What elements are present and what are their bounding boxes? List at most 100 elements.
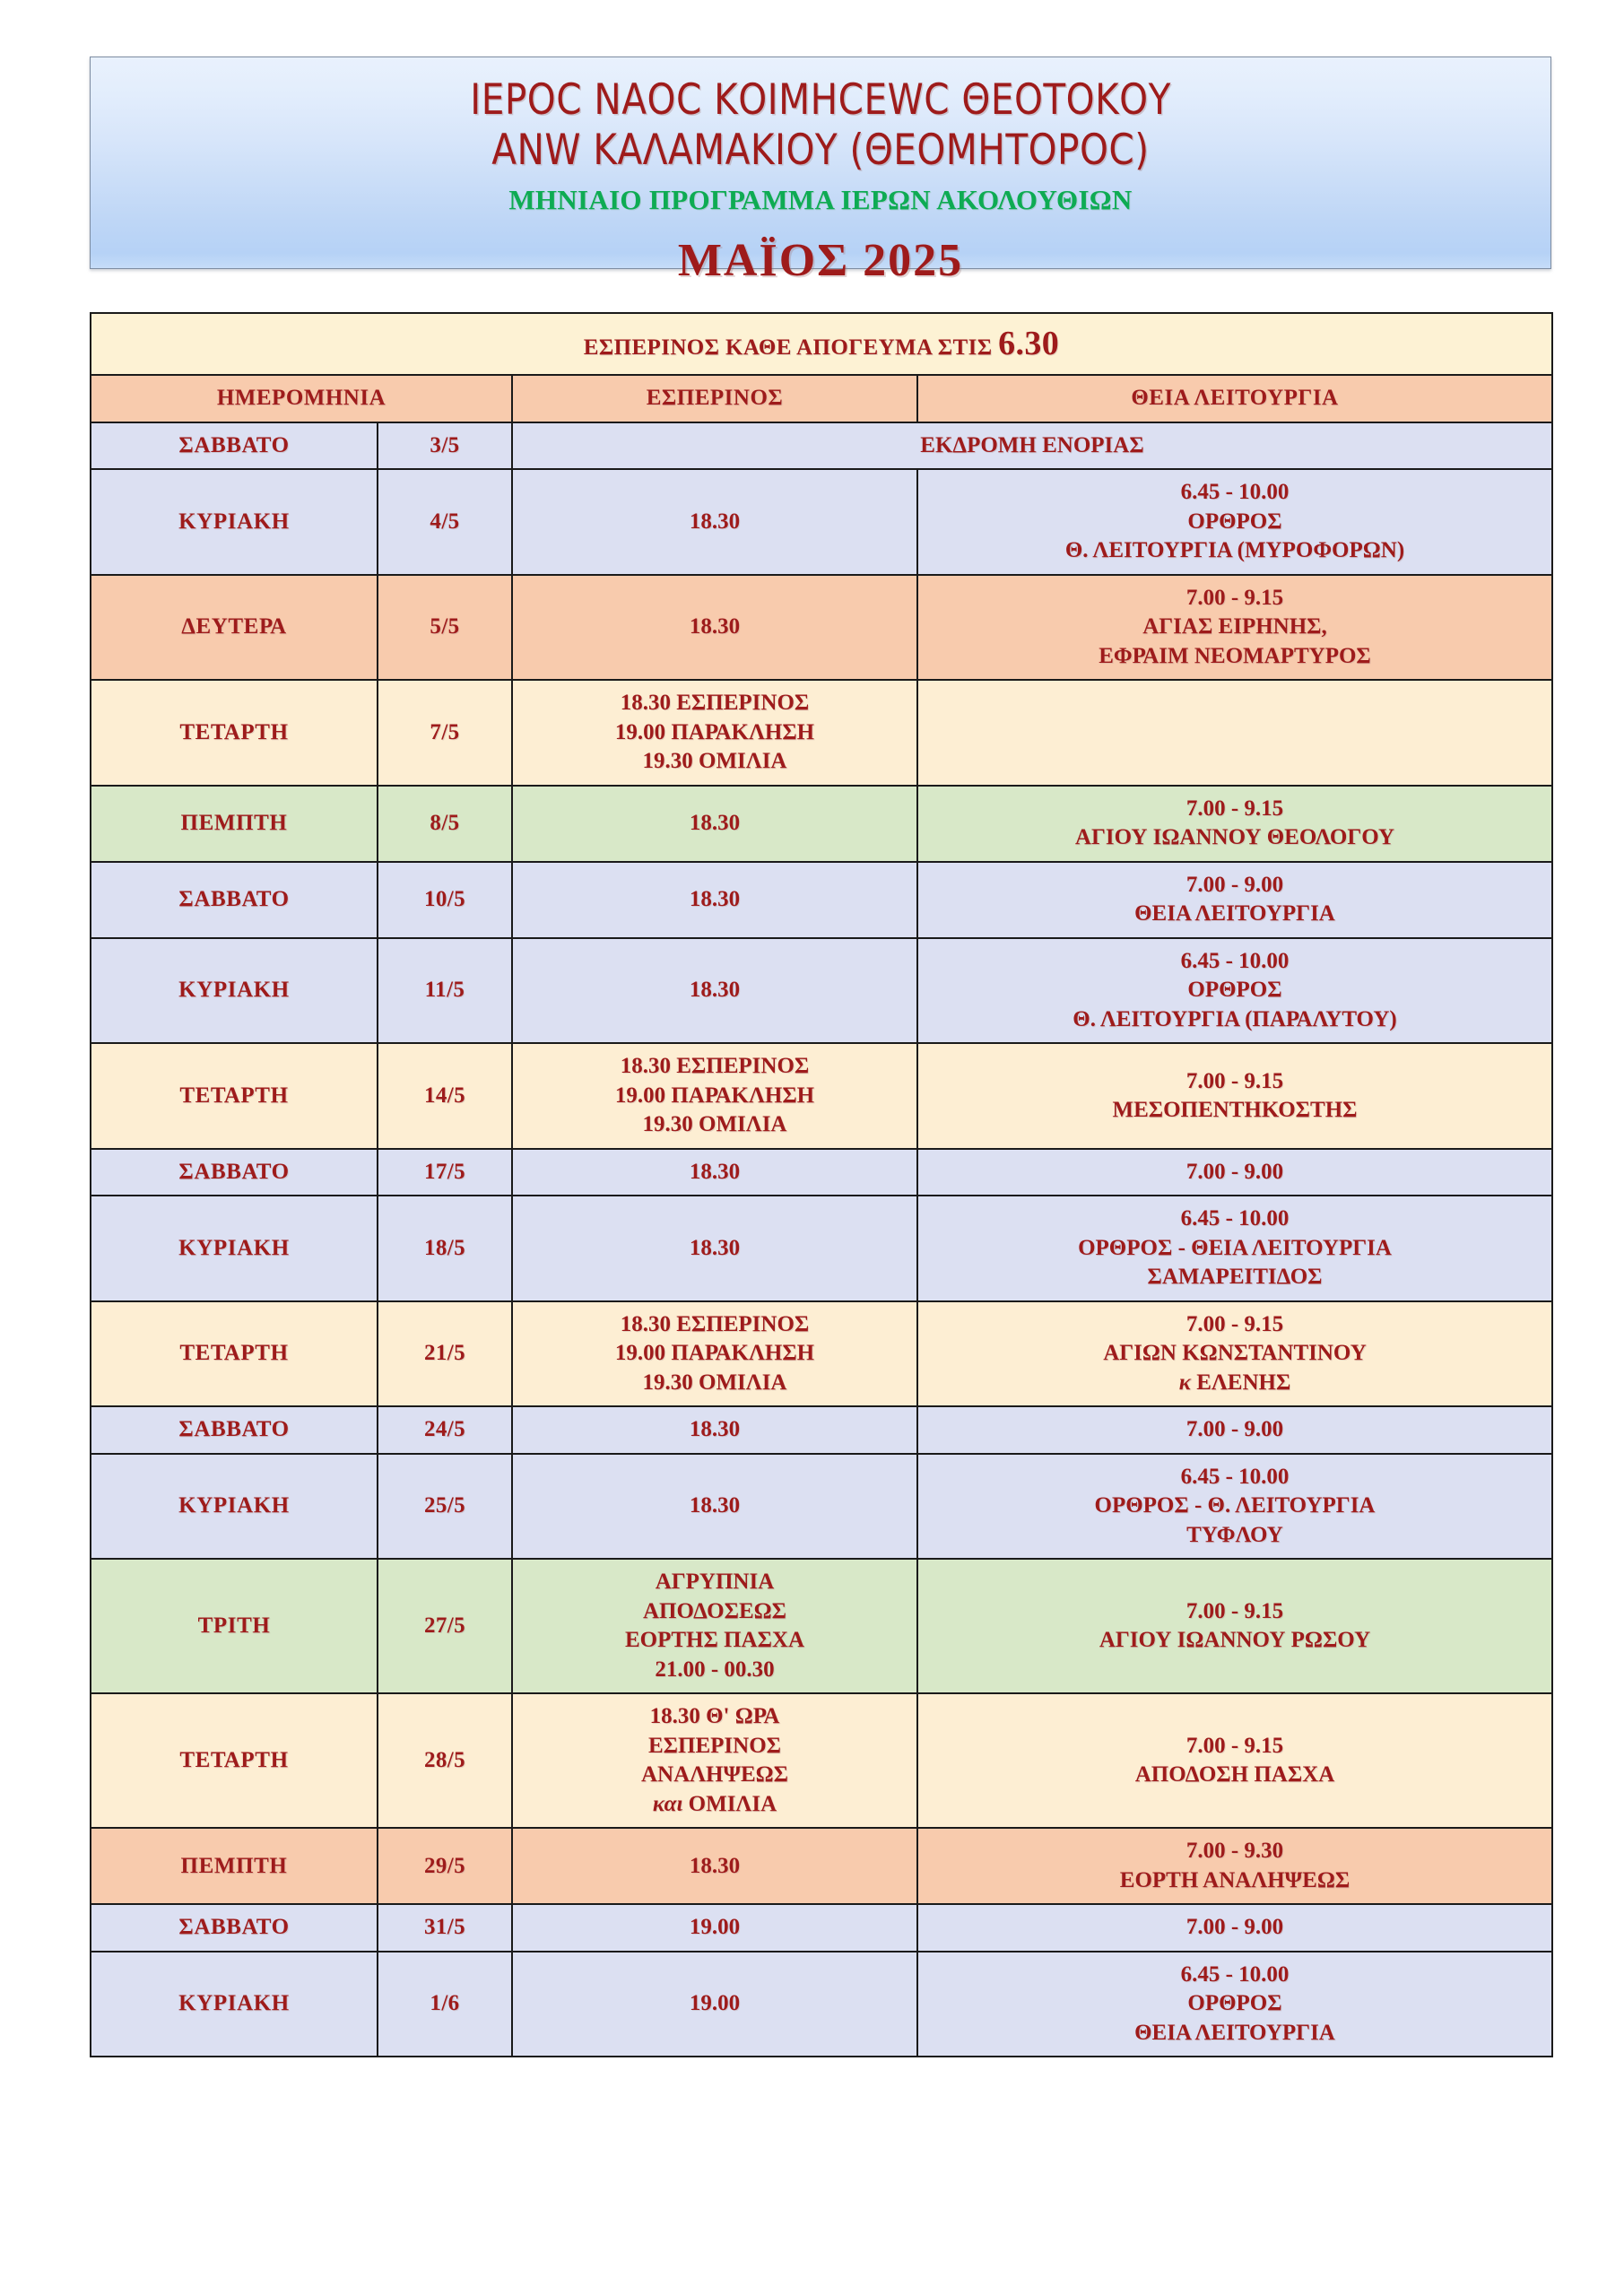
cell-line: ΑΠΟΔΟΣΕΩΣ xyxy=(643,1598,786,1623)
cell-day-name: ΔΕΥΤΕΡΑ xyxy=(90,573,378,682)
cell-liturgy: 7.00 - 9.15 ΑΠΟΔΟΣΗ ΠΑΣΧΑ xyxy=(916,1692,1553,1830)
cell-line: 18.30 xyxy=(689,887,741,912)
cell-date: 17/5 xyxy=(377,1147,513,1197)
table-row: ΠΕΜΠΤΗ 29/5 18.30 7.00 - 9.30 ΕΟΡΤΗ ΑΝΑΛΗΨΕΩ… xyxy=(90,1827,1553,1906)
cell-line: 6.45 - 10.00 xyxy=(1180,480,1290,505)
cell-line: ΑΓΙΩΝ ΚΩΝΣΤΑΝΤΙΝΟΥ xyxy=(1103,1341,1367,1366)
vespers-note-time: 6.30 xyxy=(998,325,1060,362)
cell-line: ΘΕΙΑ ΛΕΙΤΟΥΡΓΙΑ xyxy=(1134,901,1335,926)
cell-line: ΕΦΡΑΙΜ ΝΕΟΜΑΡΤΥΡΟΣ xyxy=(1099,643,1371,668)
cell-date: 11/5 xyxy=(377,936,513,1045)
cell-day-name: ΣΑΒΒΑΤΟ xyxy=(90,860,378,939)
table-row: ΔΕΥΤΕΡΑ 5/5 18.30 7.00 - 9.15 ΑΓΙΑΣ ΕΙΡΗΝΗΣ,… xyxy=(90,573,1553,682)
cell-vespers: 18.30 xyxy=(511,784,918,863)
cell-line: ΑΠΟΔΟΣΗ ΠΑΣΧΑ xyxy=(1134,1762,1335,1787)
cell-line: 18.30 ΕΣΠΕΡΙΝΟΣ xyxy=(620,1054,810,1079)
cell-day-name: ΤΕΤΑΡΤΗ xyxy=(90,1300,378,1408)
cell-day-name: ΣΑΒΒΑΤΟ xyxy=(90,1903,378,1952)
cell-day-name: ΣΑΒΒΑΤΟ xyxy=(90,1405,378,1455)
cell-line: 7.00 - 9.15 xyxy=(1185,585,1284,610)
table-row: ΣΑΒΒΑΤΟ 24/5 18.30 7.00 - 9.00 xyxy=(90,1405,1553,1455)
cell-vespers: 18.30 ΕΣΠΕΡΙΝΟΣ 19.00 ΠΑΡΑΚΛΗΣΗ 19.30 ΟΜΙΛ… xyxy=(511,1042,918,1150)
cell-line: ΑΓΙΟΥ ΙΩΑΝΝΟΥ ΘΕΟΛΟΓΟΥ xyxy=(1074,825,1395,850)
cell-day-name: ΚΥΡΙΑΚΗ xyxy=(90,1452,378,1561)
cell-liturgy: 7.00 - 9.15 ΑΓΙΟΥ ΙΩΑΝΝΟΥ ΡΩΣΟΥ xyxy=(916,1558,1553,1695)
cell-line: 7.00 - 9.00 xyxy=(1185,1915,1284,1940)
cell-line: 6.45 - 10.00 xyxy=(1180,1206,1290,1231)
vespers-note-row: ΕΣΠΕΡΙΝΟΣ ΚΑΘΕ ΑΠΟΓΕΥΜΑ ΣΤΙΣ 6.30 xyxy=(90,311,1553,377)
cell-day-name: ΚΥΡΙΑΚΗ xyxy=(90,936,378,1045)
cell-liturgy: 6.45 - 10.00 ΟΡΘΡΟΣ - Θ. ΛΕΙΤΟΥΡΓΙΑ ΤΥΦΛΟΥ xyxy=(916,1452,1553,1561)
cell-date: 5/5 xyxy=(377,573,513,682)
cell-liturgy: 7.00 - 9.30 ΕΟΡΤΗ ΑΝΑΛΗΨΕΩΣ xyxy=(916,1827,1553,1906)
cell-line: 19.30 ΟΜΙΛΙΑ xyxy=(642,1112,787,1137)
cell-liturgy: 7.00 - 9.00 xyxy=(916,1147,1553,1197)
cell-line: 19.00 xyxy=(689,1991,741,2016)
cell-day-name: ΤΡΙΤΗ xyxy=(90,1558,378,1695)
cell-line: 7.00 - 9.00 xyxy=(1185,872,1284,897)
cell-line: ΕΣΠΕΡΙΝΟΣ xyxy=(648,1733,781,1758)
church-title-line-2: ΑΝW ΚΑΛΑΜΑΚΙΟΥ (ΘΕΟΜΗΤΟΡΟC) xyxy=(491,126,1150,175)
table-row: ΣΑΒΒΑΤΟ 17/5 18.30 7.00 - 9.00 xyxy=(90,1147,1553,1197)
cell-line: 7.00 - 9.15 xyxy=(1185,1068,1284,1093)
cell-line: Θ. ΛΕΙΤΟΥΡΓΙΑ (ΜΥΡΟΦΟΡΩΝ) xyxy=(1064,538,1405,563)
vespers-note-cell: ΕΣΠΕΡΙΝΟΣ ΚΑΘΕ ΑΠΟΓΕΥΜΑ ΣΤΙΣ 6.30 xyxy=(90,311,1553,377)
table-row: ΤΕΤΑΡΤΗ 28/5 18.30 Θ' ΩΡΑ ΕΣΠΕΡΙΝΟΣ ΑΝΑΛΗΨΕΩ… xyxy=(90,1692,1553,1830)
cell-line: 7.00 - 9.00 xyxy=(1185,1159,1284,1184)
table-row: ΤΕΤΑΡΤΗ 14/5 18.30 ΕΣΠΕΡΙΝΟΣ 19.00 ΠΑΡΑΚΛΗΣ… xyxy=(90,1042,1553,1150)
cell-day-name: ΤΕΤΑΡΤΗ xyxy=(90,679,378,787)
cell-line: ΟΡΘΡΟΣ - Θ. ΛΕΙΤΟΥΡΓΙΑ xyxy=(1094,1493,1376,1518)
cell-date: 28/5 xyxy=(377,1692,513,1830)
column-header-vespers: ΕΣΠΕΡΙΝΟΣ xyxy=(511,374,918,423)
cell-line: 19.00 ΠΑΡΑΚΛΗΣΗ xyxy=(614,1341,815,1366)
table-row: ΤΡΙΤΗ 27/5 ΑΓΡΥΠΝΙΑ ΑΠΟΔΟΣΕΩΣ ΕΟΡΤΗΣ ΠΑΣΧΑ 21… xyxy=(90,1558,1553,1695)
cell-vespers: 19.00 xyxy=(511,1903,918,1952)
cell-line: 18.30 xyxy=(689,811,741,836)
cell-date: 7/5 xyxy=(377,679,513,787)
cell-line: ΟΡΘΡΟΣ xyxy=(1187,978,1282,1003)
cell-liturgy: 7.00 - 9.15 ΑΓΙΑΣ ΕΙΡΗΝΗΣ, ΕΦΡΑΙΜ ΝΕΟΜΑΡΤΥ… xyxy=(916,573,1553,682)
cell-date: 8/5 xyxy=(377,784,513,863)
title-banner: ΙΕΡΟC ΝΑΟC ΚΟΙΜΗCΕWC ΘΕΟΤΟΚΟΥ ΑΝW ΚΑΛΑΜΑ… xyxy=(90,57,1551,286)
cell-line: 19.00 xyxy=(689,1915,741,1940)
cell-line: 7.00 - 9.15 xyxy=(1185,1311,1284,1336)
cell-vespers: 18.30 xyxy=(511,860,918,939)
cell-line: ΕΟΡΤΗ ΑΝΑΛΗΨΕΩΣ xyxy=(1119,1867,1350,1892)
cell-vespers: ΑΓΡΥΠΝΙΑ ΑΠΟΔΟΣΕΩΣ ΕΟΡΤΗΣ ΠΑΣΧΑ 21.00 - 00.… xyxy=(511,1558,918,1695)
program-subtitle: ΜΗΝΙΑΙΟ ΠΡΟΓΡΑΜΜΑ ΙΕΡΩΝ ΑΚΟΛΟΥΘΙΩΝ xyxy=(508,184,1133,215)
cell-day-name: ΠΕΜΠΤΗ xyxy=(90,1827,378,1906)
table-row: ΚΥΡΙΑΚΗ 25/5 18.30 6.45 - 10.00 ΟΡΘΡΟΣ - Θ. … xyxy=(90,1452,1553,1561)
cell-line: 18.30 xyxy=(689,614,741,639)
cell-date: 21/5 xyxy=(377,1300,513,1408)
cell-line: 18.30 xyxy=(689,1159,741,1184)
cell-line: 18.30 xyxy=(689,509,741,534)
cell-date: 14/5 xyxy=(377,1042,513,1150)
month-year-heading: ΜΑΪΟΣ 2025 xyxy=(677,235,964,286)
cell-date: 24/5 xyxy=(377,1405,513,1455)
cell-liturgy: 6.45 - 10.00 ΟΡΘΡΟΣ ΘΕΙΑ ΛΕΙΤΟΥΡΓΙΑ xyxy=(916,1950,1553,2058)
table-row: ΚΥΡΙΑΚΗ 11/5 18.30 6.45 - 10.00 ΟΡΘΡΟΣ Θ. ΛΕΙ… xyxy=(90,936,1553,1045)
cell-line: 21.00 - 00.30 xyxy=(655,1657,775,1682)
cell-line: και ΟΜΙΛΙΑ xyxy=(652,1791,777,1816)
cell-line: 7.00 - 9.00 xyxy=(1185,1417,1284,1442)
cell-date: 4/5 xyxy=(377,468,513,576)
table-row: ΣΑΒΒΑΤΟ 3/5 ΕΚΔΡΟΜΗ ΕΝΟΡΙΑΣ xyxy=(90,421,1553,471)
cell-day-name: ΚΥΡΙΑΚΗ xyxy=(90,1950,378,2058)
table-row: ΠΕΜΠΤΗ 8/5 18.30 7.00 - 9.15 ΑΓΙΟΥ ΙΩΑΝΝΟΥ Θ… xyxy=(90,784,1553,863)
cell-liturgy: 6.45 - 10.00 ΟΡΘΡΟΣ Θ. ΛΕΙΤΟΥΡΓΙΑ (ΠΑΡΑΛΥΤ… xyxy=(916,936,1553,1045)
cell-day-name: ΠΕΜΠΤΗ xyxy=(90,784,378,863)
cell-day-name: ΤΕΤΑΡΤΗ xyxy=(90,1042,378,1150)
table-row: ΣΑΒΒΑΤΟ 31/5 19.00 7.00 - 9.00 xyxy=(90,1903,1553,1952)
table-row: ΣΑΒΒΑΤΟ 10/5 18.30 7.00 - 9.00 ΘΕΙΑ ΛΕΙΤΟΥΡΓ… xyxy=(90,860,1553,939)
schedule-table: ΕΣΠΕΡΙΝΟΣ ΚΑΘΕ ΑΠΟΓΕΥΜΑ ΣΤΙΣ 6.30 ΗΜΕΡΟΜ… xyxy=(90,311,1553,2058)
cell-liturgy: 7.00 - 9.15 ΜΕΣΟΠΕΝΤΗΚΟΣΤΗΣ xyxy=(916,1042,1553,1150)
cell-line: 18.30 xyxy=(689,1853,741,1878)
cell-liturgy: 6.45 - 10.00 ΟΡΘΡΟΣ Θ. ΛΕΙΤΟΥΡΓΙΑ (ΜΥΡΟΦΟΡ… xyxy=(916,468,1553,576)
cell-line: 18.30 xyxy=(689,1493,741,1518)
cell-line: ΑΓΙΟΥ ΙΩΑΝΝΟΥ ΡΩΣΟΥ xyxy=(1099,1628,1371,1653)
cell-line: 19.00 ΠΑΡΑΚΛΗΣΗ xyxy=(614,1083,815,1108)
cell-line: 19.30 ΟΜΙΛΙΑ xyxy=(642,1370,787,1395)
cell-line: 6.45 - 10.00 xyxy=(1180,1464,1290,1489)
cell-line: ΑΝΑΛΗΨΕΩΣ xyxy=(640,1762,789,1787)
cell-day-name: ΣΑΒΒΑΤΟ xyxy=(90,1147,378,1197)
